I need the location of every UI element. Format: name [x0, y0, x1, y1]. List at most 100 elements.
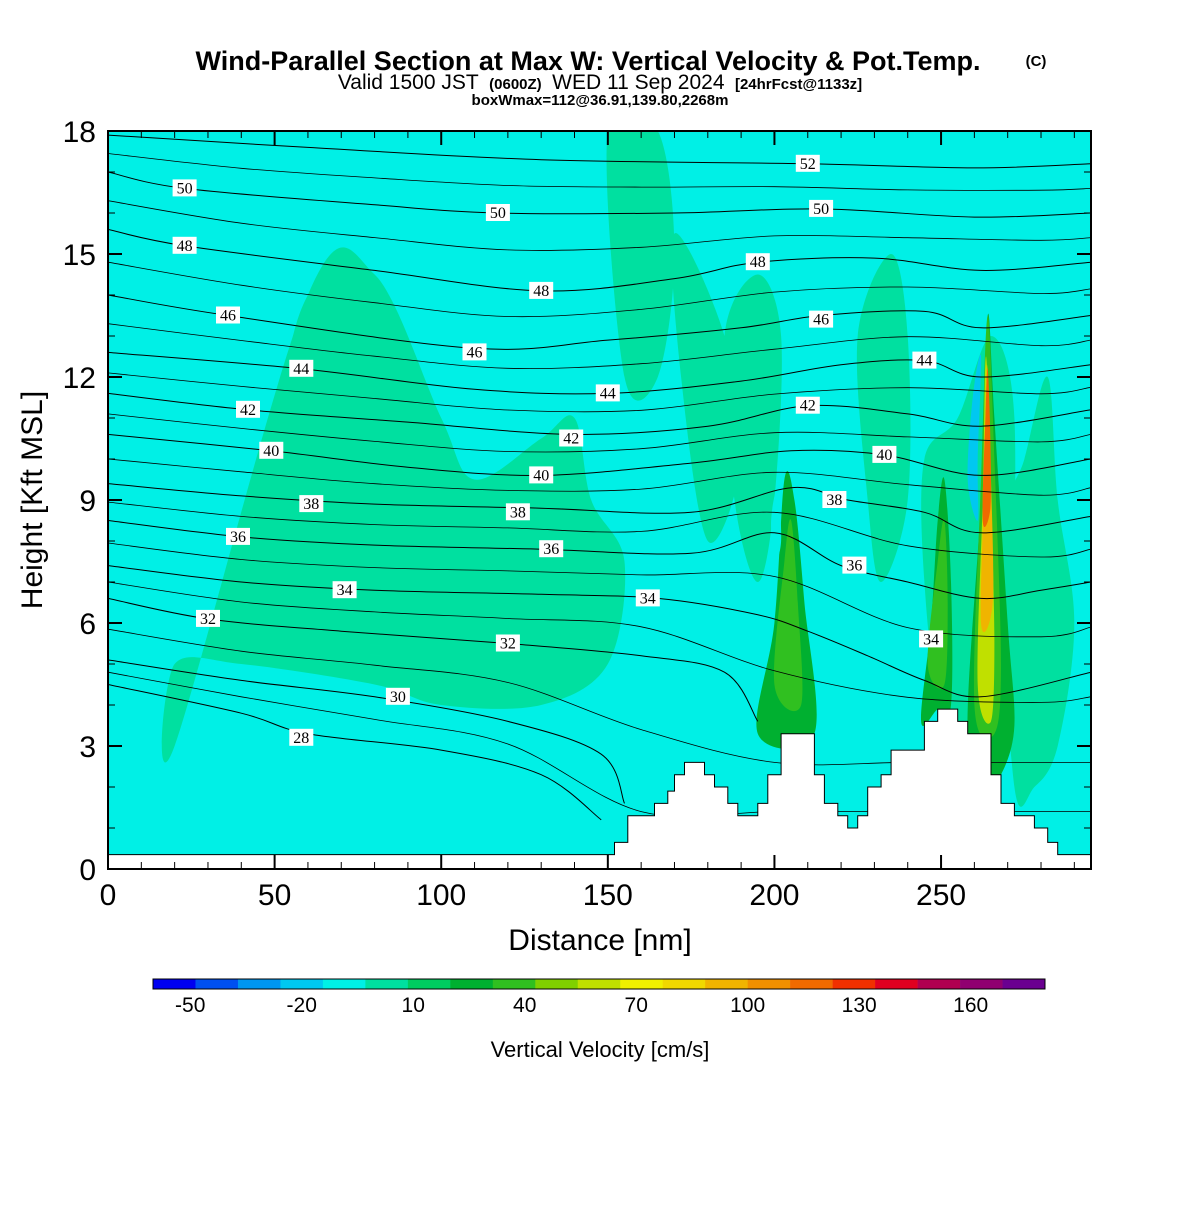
- y-tick-label: 0: [79, 854, 96, 887]
- theta-contour-44: [108, 351, 1091, 395]
- theta-contour-minor: [108, 501, 1091, 558]
- contour-label-bg: [289, 728, 314, 746]
- contour-label: 34: [337, 582, 353, 599]
- colorbar-cell: [577, 979, 621, 989]
- velocity-patch: [967, 354, 982, 521]
- contour-label-bg: [912, 351, 937, 369]
- contour-label: 46: [467, 344, 483, 361]
- colorbar-cell: [620, 979, 664, 989]
- theta-contour-40: [108, 433, 1091, 476]
- contour-label-bg: [745, 253, 770, 271]
- y-tick-label: 6: [79, 608, 96, 641]
- colorbar-cell: [662, 979, 706, 989]
- theta-contour-30: [108, 659, 625, 804]
- contour-label-bg: [216, 306, 240, 324]
- velocity-patch: [289, 274, 411, 460]
- theta-contour-minor: [108, 323, 1091, 369]
- colorbar-label: 10: [402, 994, 425, 1017]
- theta-contour-minor: [108, 458, 1091, 496]
- contour-label: 52: [800, 156, 816, 173]
- colorbar-cell: [832, 979, 876, 989]
- colorbar-label: -20: [287, 994, 317, 1017]
- contour-label: 42: [240, 402, 256, 419]
- colorbar-cell: [450, 979, 494, 989]
- copyright-mark: (C): [1026, 53, 1047, 70]
- valid-zulu: (0600Z): [489, 76, 542, 93]
- valid-line: Valid 1500 JST (0600Z) WED 11 Sep 2024 […: [338, 71, 862, 94]
- contour-label: 38: [510, 504, 526, 521]
- contour-label-bg: [539, 540, 564, 558]
- colorbar-cell: [195, 979, 239, 989]
- contour-labels: 50 48 46 44 42 40 38 36 34 32 30 28 50 48 46 44 42 40 38 36…: [172, 154, 944, 747]
- x-tick-label: 50: [258, 879, 291, 912]
- contour-label: 38: [303, 496, 319, 513]
- theta-contour-minor: [108, 581, 1091, 703]
- colorbar-label: 130: [842, 994, 877, 1017]
- theta-contour-minor: [108, 200, 1091, 251]
- colorbar-cell: [917, 979, 961, 989]
- velocity-patch: [982, 368, 992, 528]
- contour-label: 32: [200, 611, 216, 628]
- colorbar-cell: [535, 979, 579, 989]
- y-tick-label: 9: [79, 485, 96, 518]
- theta-contours: [108, 134, 1091, 821]
- colorbar-cell: [790, 979, 833, 989]
- contour-label-bg: [822, 491, 847, 508]
- contour-label-bg: [559, 429, 584, 447]
- velocity-patch: [671, 233, 742, 543]
- colorbar-cell: [280, 979, 324, 989]
- colorbar-cell: [492, 979, 536, 989]
- contour-label: 44: [293, 361, 309, 378]
- colorbar: -50 -20 10 40 70 100 130 160: [152, 978, 1046, 1017]
- x-tick-label: 100: [416, 879, 466, 912]
- contour-label-bg: [529, 281, 554, 299]
- contour-label: 28: [293, 730, 309, 747]
- contour-label: 50: [177, 180, 193, 197]
- x-axis-title: Distance [nm]: [508, 924, 691, 957]
- y-tick-label: 12: [63, 362, 96, 395]
- y-tick-label: 15: [63, 239, 96, 272]
- valid-prefix: Valid 1500 JST: [338, 71, 479, 94]
- contour-label-bg: [172, 179, 197, 197]
- contour-label-bg: [332, 581, 357, 599]
- contour-label-bg: [919, 630, 944, 648]
- contour-label-bg: [842, 556, 867, 574]
- contour-label: 40: [876, 447, 892, 464]
- contour-label-bg: [795, 396, 820, 414]
- velocity-patch: [771, 487, 782, 563]
- theta-contour-48: [108, 228, 1091, 292]
- contour-label-bg: [259, 441, 284, 459]
- contour-label: 46: [813, 312, 829, 329]
- contour-label-bg: [529, 466, 554, 484]
- contour-label-bg: [635, 589, 660, 607]
- theta-contour-42: [108, 392, 1091, 435]
- contour-label: 44: [600, 385, 616, 402]
- valid-date: WED 11 Sep 2024: [552, 71, 725, 94]
- colorbar-cell: [153, 979, 196, 989]
- contour-label: 34: [640, 590, 656, 607]
- velocity-patch: [723, 274, 782, 582]
- contour-label: 46: [220, 308, 236, 325]
- theta-contour-34: [108, 565, 1091, 698]
- contour-label-bg: [872, 445, 897, 463]
- colorbar-cell: [407, 979, 451, 989]
- contour-label-bg: [505, 503, 530, 521]
- theta-contour-36: [108, 520, 1091, 600]
- theta-contour-minor: [108, 413, 1091, 453]
- contour-label: 34: [923, 631, 939, 648]
- contour-label: 40: [533, 467, 549, 484]
- contour-label: 40: [263, 443, 279, 460]
- chart-title: Wind-Parallel Section at Max W: Vertical…: [196, 46, 981, 76]
- x-tick-label: 150: [583, 879, 633, 912]
- velocity-patch: [773, 519, 803, 712]
- contour-label: 44: [916, 353, 932, 370]
- colorbar-cell: [747, 979, 791, 989]
- y-axis-title: Height [Kft MSL]: [16, 391, 49, 609]
- contour-label: 32: [500, 636, 516, 653]
- contour-label: 48: [533, 283, 549, 300]
- contour-label-bg: [226, 527, 250, 545]
- contour-label: 50: [813, 201, 829, 218]
- colorbar-label: -50: [175, 994, 205, 1017]
